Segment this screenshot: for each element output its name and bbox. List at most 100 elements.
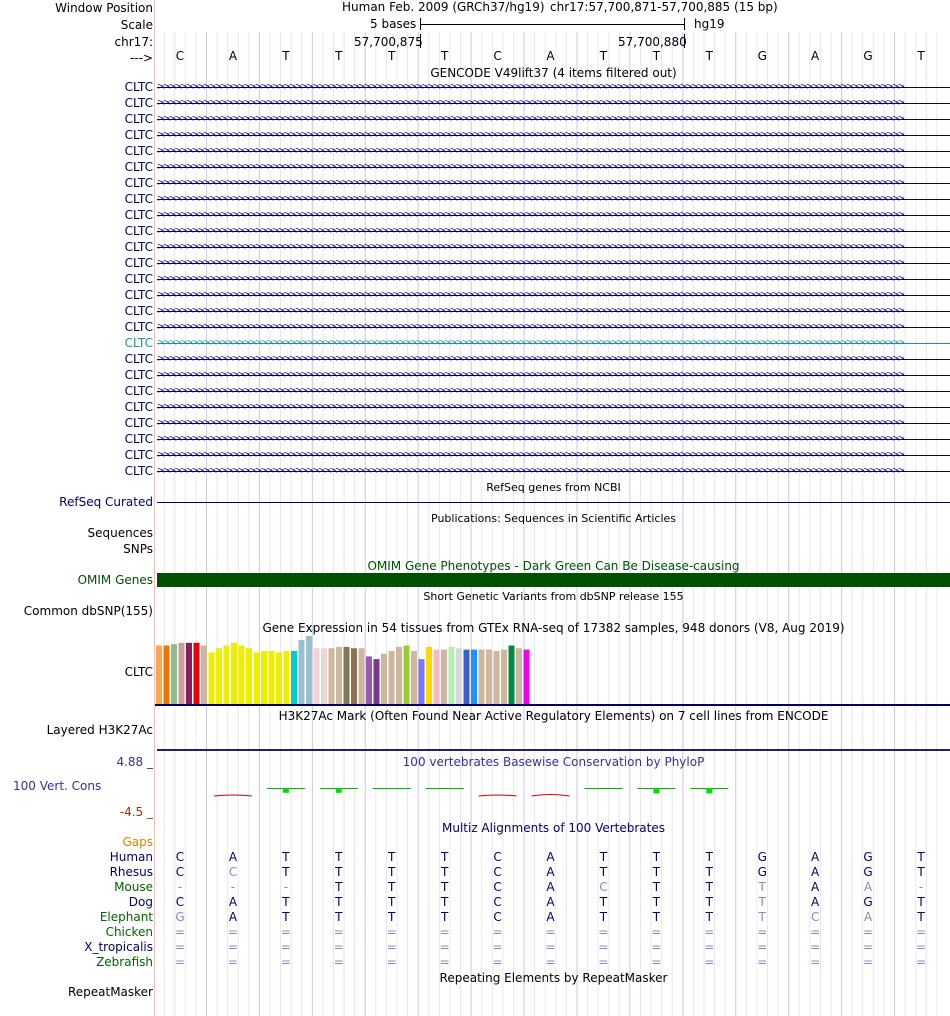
gencode-item-label[interactable]: CLTC	[124, 256, 153, 270]
gencode-item-label[interactable]: CLTC	[124, 176, 153, 190]
gencode-item-label[interactable]: CLTC	[124, 272, 153, 286]
gtex-bar-chart[interactable]	[155, 634, 535, 704]
alignment-base: T	[599, 910, 608, 924]
gtex-tissue-bar	[321, 648, 327, 704]
h3k27ac-label[interactable]: Layered H3K27Ac	[46, 723, 153, 737]
gencode-item-label[interactable]: CLTC	[124, 80, 153, 94]
species-label[interactable]: Zebrafish	[96, 955, 153, 969]
gencode-transcript-line[interactable]: >>>>>>>>>>>>>>>>>>>>>>>>>>>>>>>>>>>>>>>>…	[157, 335, 950, 351]
gencode-transcript-line[interactable]: >>>>>>>>>>>>>>>>>>>>>>>>>>>>>>>>>>>>>>>>…	[157, 383, 950, 399]
gencode-item-label[interactable]: CLTC	[124, 384, 153, 398]
gencode-item-label[interactable]: CLTC	[124, 464, 153, 478]
alignment-base: T	[440, 910, 449, 924]
gencode-transcript-line[interactable]: >>>>>>>>>>>>>>>>>>>>>>>>>>>>>>>>>>>>>>>>…	[157, 95, 950, 111]
dbsnp-label[interactable]: Common dbSNP(155)	[23, 604, 153, 618]
gencode-item-label[interactable]: CLTC	[124, 96, 153, 110]
gencode-transcript-line[interactable]: >>>>>>>>>>>>>>>>>>>>>>>>>>>>>>>>>>>>>>>>…	[157, 159, 950, 175]
gencode-transcript-line[interactable]: >>>>>>>>>>>>>>>>>>>>>>>>>>>>>>>>>>>>>>>>…	[157, 351, 950, 367]
gencode-item-label[interactable]: CLTC	[124, 224, 153, 238]
gencode-transcript-line[interactable]: >>>>>>>>>>>>>>>>>>>>>>>>>>>>>>>>>>>>>>>>…	[157, 287, 950, 303]
repeatmasker-label[interactable]: RepeatMasker	[67, 985, 153, 999]
publications-sequences-label[interactable]: Sequences	[87, 526, 153, 540]
alignment-base: T	[282, 895, 290, 909]
species-label[interactable]: Chicken	[105, 925, 153, 939]
alignment-base: T	[599, 895, 608, 909]
gencode-item-label[interactable]: CLTC	[124, 192, 153, 206]
gencode-item-label[interactable]: CLTC	[124, 128, 153, 142]
alignment-base: T	[917, 895, 925, 909]
species-label[interactable]: Elephant	[99, 910, 153, 924]
alignment-base: =	[810, 925, 821, 939]
gencode-transcript-line[interactable]: >>>>>>>>>>>>>>>>>>>>>>>>>>>>>>>>>>>>>>>>…	[157, 431, 950, 447]
phylop-score-mark	[372, 788, 411, 789]
omim-label[interactable]: OMIM Genes	[77, 573, 153, 587]
gtex-tissue-bar	[246, 648, 252, 704]
gtex-tissue-bar	[403, 645, 410, 704]
gencode-transcript-line[interactable]: >>>>>>>>>>>>>>>>>>>>>>>>>>>>>>>>>>>>>>>>…	[157, 223, 950, 239]
alignment-base: T	[388, 865, 396, 879]
gencode-transcript-line[interactable]: >>>>>>>>>>>>>>>>>>>>>>>>>>>>>>>>>>>>>>>>…	[157, 143, 950, 159]
gencode-transcript-line[interactable]: >>>>>>>>>>>>>>>>>>>>>>>>>>>>>>>>>>>>>>>>…	[157, 463, 950, 479]
gencode-transcript-line[interactable]: >>>>>>>>>>>>>>>>>>>>>>>>>>>>>>>>>>>>>>>>…	[157, 303, 950, 319]
gencode-item-label[interactable]: CLTC	[124, 320, 153, 334]
window-position-label: Window Position	[55, 1, 153, 15]
alignment-base: =	[863, 955, 874, 969]
gencode-transcript-line[interactable]: >>>>>>>>>>>>>>>>>>>>>>>>>>>>>>>>>>>>>>>>…	[157, 239, 950, 255]
gencode-item-label[interactable]: CLTC	[124, 416, 153, 430]
gencode-transcript-line[interactable]: >>>>>>>>>>>>>>>>>>>>>>>>>>>>>>>>>>>>>>>>…	[157, 399, 950, 415]
gencode-item-label[interactable]: CLTC	[124, 144, 153, 158]
gencode-item-label[interactable]: CLTC	[124, 432, 153, 446]
gencode-transcript-line[interactable]: >>>>>>>>>>>>>>>>>>>>>>>>>>>>>>>>>>>>>>>>…	[157, 255, 950, 271]
species-label[interactable]: Dog	[128, 895, 153, 909]
gencode-transcript-line[interactable]: >>>>>>>>>>>>>>>>>>>>>>>>>>>>>>>>>>>>>>>>…	[157, 319, 950, 335]
gencode-item-label[interactable]: CLTC	[124, 112, 153, 126]
gencode-item-label[interactable]: CLTC	[124, 400, 153, 414]
gencode-item-label[interactable]: CLTC	[124, 352, 153, 366]
publications-snps-label[interactable]: SNPs	[123, 542, 153, 556]
h3k27ac-signal[interactable]	[157, 749, 950, 751]
gtex-tissue-bar	[523, 649, 530, 704]
alignment-base: =	[915, 925, 927, 939]
alignment-base: =	[439, 940, 450, 954]
refseq-gene-line[interactable]	[157, 502, 950, 503]
alignment-base: T	[440, 850, 449, 864]
refseq-label[interactable]: RefSeq Curated	[59, 495, 153, 509]
species-label[interactable]: Mouse	[114, 880, 153, 894]
gencode-transcript-line[interactable]: >>>>>>>>>>>>>>>>>>>>>>>>>>>>>>>>>>>>>>>>…	[157, 367, 950, 383]
phylop-min: -4.5 _	[119, 805, 153, 819]
alignment-base: G	[757, 865, 767, 879]
alignment-base: =	[863, 925, 874, 939]
gtex-tissue-bar	[516, 648, 522, 704]
alignment-base: A	[811, 865, 820, 879]
gencode-transcript-line[interactable]: >>>>>>>>>>>>>>>>>>>>>>>>>>>>>>>>>>>>>>>>…	[157, 191, 950, 207]
gencode-item-label[interactable]: CLTC	[124, 160, 153, 174]
gencode-transcript-line[interactable]: >>>>>>>>>>>>>>>>>>>>>>>>>>>>>>>>>>>>>>>>…	[157, 447, 950, 463]
species-label[interactable]: Rhesus	[109, 865, 153, 879]
alignment-base: =	[439, 925, 450, 939]
sequence-base: A	[811, 49, 820, 63]
gencode-transcript-line[interactable]: >>>>>>>>>>>>>>>>>>>>>>>>>>>>>>>>>>>>>>>>…	[157, 271, 950, 287]
phylop-label[interactable]: 100 Vert. Cons	[13, 779, 102, 793]
alignment-base: T	[282, 910, 290, 924]
gencode-transcript-line[interactable]: >>>>>>>>>>>>>>>>>>>>>>>>>>>>>>>>>>>>>>>>…	[157, 127, 950, 143]
gencode-item-label[interactable]: CLTC	[124, 304, 153, 318]
gencode-title[interactable]: GENCODE V49lift37 (4 items filtered out)	[430, 66, 677, 80]
phylop-plot[interactable]	[157, 772, 950, 812]
gencode-transcript-line[interactable]: >>>>>>>>>>>>>>>>>>>>>>>>>>>>>>>>>>>>>>>>…	[157, 415, 950, 431]
omim-gene-bar[interactable]	[157, 573, 950, 587]
gencode-transcript-line[interactable]: >>>>>>>>>>>>>>>>>>>>>>>>>>>>>>>>>>>>>>>>…	[157, 175, 950, 191]
gencode-item-label[interactable]: CLTC	[124, 208, 153, 222]
gencode-item-label[interactable]: CLTC	[124, 448, 153, 462]
gtex-tissue-bar	[358, 648, 365, 704]
gencode-item-label[interactable]: CLTC	[124, 336, 153, 350]
gencode-transcript-line[interactable]: >>>>>>>>>>>>>>>>>>>>>>>>>>>>>>>>>>>>>>>>…	[157, 79, 950, 95]
gencode-transcript-line[interactable]: >>>>>>>>>>>>>>>>>>>>>>>>>>>>>>>>>>>>>>>>…	[157, 207, 950, 223]
coord-2-tick	[684, 34, 685, 48]
species-label[interactable]: Human	[109, 850, 153, 864]
gencode-item-label[interactable]: CLTC	[124, 288, 153, 302]
gencode-item-label[interactable]: CLTC	[124, 240, 153, 254]
gencode-transcript-line[interactable]: >>>>>>>>>>>>>>>>>>>>>>>>>>>>>>>>>>>>>>>>…	[157, 111, 950, 127]
species-label[interactable]: X_tropicalis	[84, 940, 153, 954]
gtex-label[interactable]: CLTC	[124, 665, 153, 679]
gencode-item-label[interactable]: CLTC	[124, 368, 153, 382]
